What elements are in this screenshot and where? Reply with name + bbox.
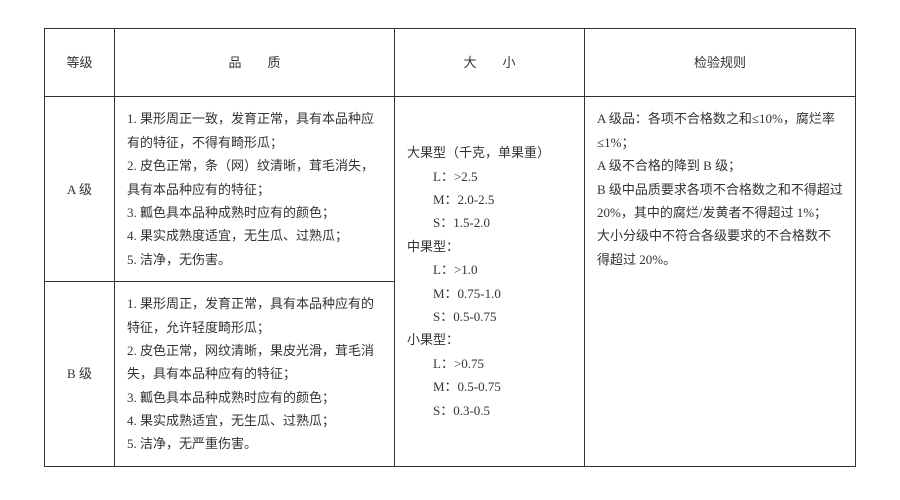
col-quality-header: 品质 — [115, 29, 395, 97]
col-size-header-b: 小 — [503, 55, 516, 70]
grade-a-label: A 级 — [45, 97, 115, 282]
size-line: S：0.5-0.75 — [407, 305, 572, 328]
quality-item: 3. 瓤色具本品种成熟时应有的颜色； — [127, 201, 382, 224]
grade-a-quality: 1. 果形周正一致，发育正常，具有本品种应有的特征，不得有畸形瓜； 2. 皮色正… — [115, 97, 395, 282]
rules-line: B 级中品质要求各项不合格数之和不得超过 20%，其中的腐烂/发黄者不得超过 1… — [597, 178, 843, 225]
size-line: M：2.0-2.5 — [407, 188, 572, 211]
col-quality-header-b: 质 — [268, 55, 281, 70]
size-line: M：0.75-1.0 — [407, 282, 572, 305]
size-line: 小果型： — [407, 328, 572, 351]
rules-cell: A 级品：各项不合格数之和≤10%，腐烂率≤1%； A 级不合格的降到 B 级；… — [585, 97, 856, 466]
quality-item: 3. 瓤色具本品种成熟时应有的颜色； — [127, 386, 382, 409]
col-size-header-a: 大 — [463, 55, 476, 70]
col-rules-header: 检验规则 — [585, 29, 856, 97]
table-header-row: 等级 品质 大小 检验规则 — [45, 29, 856, 97]
rules-line: A 级品：各项不合格数之和≤10%，腐烂率≤1%； — [597, 107, 843, 154]
size-line: S：0.3-0.5 — [407, 399, 572, 422]
quality-item: 2. 皮色正常，条（网）纹清晰，茸毛消失，具有本品种应有的特征； — [127, 154, 382, 201]
quality-item: 2. 皮色正常，网纹清晰，果皮光滑，茸毛消失，具有本品种应有的特征； — [127, 339, 382, 386]
grade-b-label: B 级 — [45, 282, 115, 467]
size-line: 大果型（千克，单果重） — [407, 141, 572, 164]
row-grade-a: A 级 1. 果形周正一致，发育正常，具有本品种应有的特征，不得有畸形瓜； 2.… — [45, 97, 856, 282]
rules-line: 大小分级中不符合各级要求的不合格数不得超过 20%。 — [597, 224, 843, 271]
grading-table: 等级 品质 大小 检验规则 A 级 1. 果形周 — [44, 28, 856, 467]
grade-b-quality: 1. 果形周正，发育正常，具有本品种应有的特征，允许轻度畸形瓜； 2. 皮色正常… — [115, 282, 395, 467]
size-line: M：0.5-0.75 — [407, 375, 572, 398]
quality-item: 5. 洁净，无伤害。 — [127, 248, 382, 271]
size-line: 中果型： — [407, 235, 572, 258]
size-line: S：1.5-2.0 — [407, 211, 572, 234]
size-line: L：>0.75 — [407, 352, 572, 375]
size-line: L：>1.0 — [407, 258, 572, 281]
quality-item: 5. 洁净，无严重伤害。 — [127, 432, 382, 455]
quality-item: 1. 果形周正，发育正常，具有本品种应有的特征，允许轻度畸形瓜； — [127, 292, 382, 339]
quality-item: 4. 果实成熟度适宜，无生瓜、过熟瓜； — [127, 224, 382, 247]
size-line: L：>2.5 — [407, 165, 572, 188]
quality-item: 4. 果实成熟适宜，无生瓜、过熟瓜； — [127, 409, 382, 432]
rules-line: A 级不合格的降到 B 级； — [597, 154, 843, 177]
quality-item: 1. 果形周正一致，发育正常，具有本品种应有的特征，不得有畸形瓜； — [127, 107, 382, 154]
col-size-header: 大小 — [395, 29, 585, 97]
col-quality-header-a: 品 — [228, 55, 241, 70]
size-cell: 大果型（千克，单果重）L：>2.5M：2.0-2.5S：1.5-2.0中果型：L… — [395, 97, 585, 466]
col-grade-header: 等级 — [45, 29, 115, 97]
